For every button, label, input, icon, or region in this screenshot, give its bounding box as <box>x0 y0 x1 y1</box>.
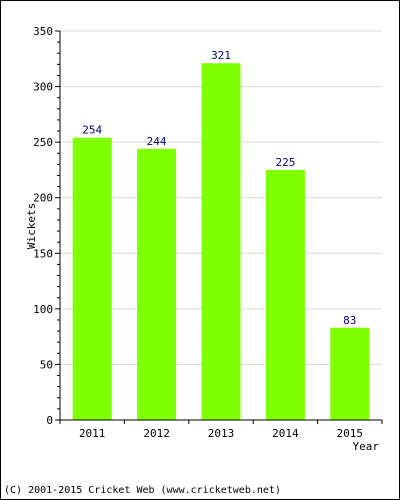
y-tick-label: 200 <box>33 192 53 205</box>
bar-2015 <box>330 327 370 420</box>
bar-2014 <box>265 169 305 420</box>
data-label: 254 <box>82 124 102 137</box>
y-tick-label: 300 <box>33 81 53 94</box>
y-axis-title: Wickets <box>25 203 38 249</box>
axes <box>55 30 383 424</box>
y-tick-label: 150 <box>33 247 53 260</box>
y-tick-label: 350 <box>33 25 53 38</box>
data-label: 321 <box>211 49 231 62</box>
y-tick-label: 100 <box>33 303 53 316</box>
bar-2012 <box>137 148 177 420</box>
y-tick-label: 50 <box>40 358 53 371</box>
x-tick-label: 2015 <box>337 427 364 440</box>
x-axis-title: Year <box>353 440 380 453</box>
data-label: 225 <box>275 156 295 169</box>
x-tick-label: 2011 <box>79 427 106 440</box>
bar-2011 <box>72 137 112 420</box>
x-tick-label: 2013 <box>208 427 235 440</box>
x-tick-label: 2012 <box>143 427 170 440</box>
copyright-footer: (C) 2001-2015 Cricket Web (www.cricketwe… <box>4 485 281 496</box>
grid-lines <box>60 30 382 365</box>
y-tick-label: 0 <box>46 414 53 427</box>
x-tick-label: 2014 <box>272 427 299 440</box>
bar-2013 <box>201 63 241 420</box>
labels: 254 2011 244 2012 321 2013 225 2014 83 2015 0 50 100… <box>33 25 363 440</box>
data-label: 244 <box>147 135 167 148</box>
y-tick-label: 250 <box>33 136 53 149</box>
bars <box>72 63 370 420</box>
data-label: 83 <box>343 314 356 327</box>
